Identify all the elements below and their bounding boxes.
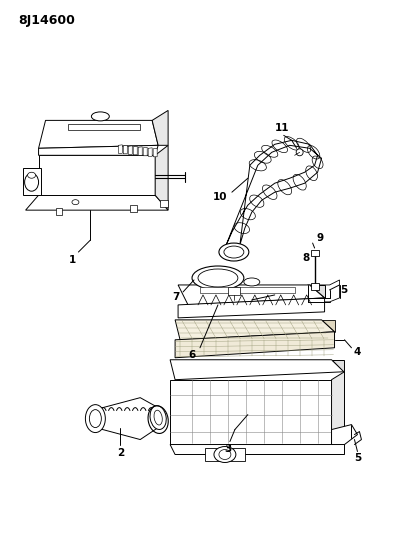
Polygon shape bbox=[133, 147, 137, 155]
Text: 2: 2 bbox=[117, 448, 124, 457]
Polygon shape bbox=[38, 155, 155, 195]
Ellipse shape bbox=[214, 447, 236, 463]
Polygon shape bbox=[205, 448, 245, 462]
Polygon shape bbox=[170, 379, 332, 445]
Polygon shape bbox=[123, 146, 127, 154]
Polygon shape bbox=[200, 287, 295, 293]
Ellipse shape bbox=[24, 173, 38, 191]
Ellipse shape bbox=[219, 449, 231, 459]
Text: 3: 3 bbox=[224, 443, 231, 454]
Ellipse shape bbox=[150, 406, 166, 430]
Polygon shape bbox=[138, 147, 142, 155]
Text: 10: 10 bbox=[213, 192, 227, 202]
Polygon shape bbox=[175, 332, 334, 358]
Ellipse shape bbox=[72, 200, 79, 205]
Polygon shape bbox=[118, 145, 122, 154]
Ellipse shape bbox=[154, 410, 162, 425]
Ellipse shape bbox=[244, 278, 260, 286]
Polygon shape bbox=[311, 283, 318, 290]
Polygon shape bbox=[228, 287, 240, 295]
Polygon shape bbox=[311, 250, 318, 256]
Ellipse shape bbox=[91, 112, 109, 121]
Ellipse shape bbox=[224, 246, 244, 258]
Ellipse shape bbox=[296, 149, 303, 156]
Ellipse shape bbox=[192, 266, 244, 290]
Polygon shape bbox=[225, 140, 322, 248]
Polygon shape bbox=[155, 146, 168, 210]
Polygon shape bbox=[178, 285, 324, 305]
Polygon shape bbox=[310, 285, 324, 298]
Polygon shape bbox=[170, 360, 344, 379]
Polygon shape bbox=[148, 148, 152, 156]
Polygon shape bbox=[38, 146, 158, 155]
Text: 8: 8 bbox=[302, 253, 309, 263]
Text: 9: 9 bbox=[316, 233, 323, 243]
Polygon shape bbox=[130, 205, 137, 212]
Polygon shape bbox=[175, 320, 334, 340]
Ellipse shape bbox=[85, 405, 105, 433]
Polygon shape bbox=[160, 200, 168, 207]
Text: 6: 6 bbox=[188, 350, 196, 360]
Polygon shape bbox=[22, 168, 41, 195]
Ellipse shape bbox=[198, 269, 238, 287]
Polygon shape bbox=[308, 280, 340, 302]
Polygon shape bbox=[332, 360, 344, 372]
Text: 4: 4 bbox=[354, 347, 361, 357]
Text: 8J14600: 8J14600 bbox=[18, 14, 75, 27]
Polygon shape bbox=[153, 148, 157, 157]
Text: 5: 5 bbox=[354, 453, 361, 463]
Polygon shape bbox=[55, 208, 63, 215]
Polygon shape bbox=[38, 120, 158, 148]
Text: 7: 7 bbox=[172, 292, 180, 302]
Polygon shape bbox=[332, 425, 357, 445]
Polygon shape bbox=[170, 438, 344, 455]
Ellipse shape bbox=[89, 410, 101, 427]
Text: 1: 1 bbox=[69, 255, 76, 265]
Polygon shape bbox=[128, 146, 132, 154]
Polygon shape bbox=[152, 110, 168, 146]
Text: 5: 5 bbox=[340, 285, 347, 295]
Polygon shape bbox=[69, 124, 140, 131]
Polygon shape bbox=[95, 398, 158, 440]
Text: 11: 11 bbox=[274, 123, 289, 133]
Ellipse shape bbox=[219, 243, 249, 261]
Polygon shape bbox=[178, 298, 324, 318]
Ellipse shape bbox=[28, 172, 36, 178]
Polygon shape bbox=[322, 320, 334, 332]
Polygon shape bbox=[26, 195, 168, 210]
Polygon shape bbox=[143, 147, 147, 156]
Polygon shape bbox=[332, 372, 344, 445]
